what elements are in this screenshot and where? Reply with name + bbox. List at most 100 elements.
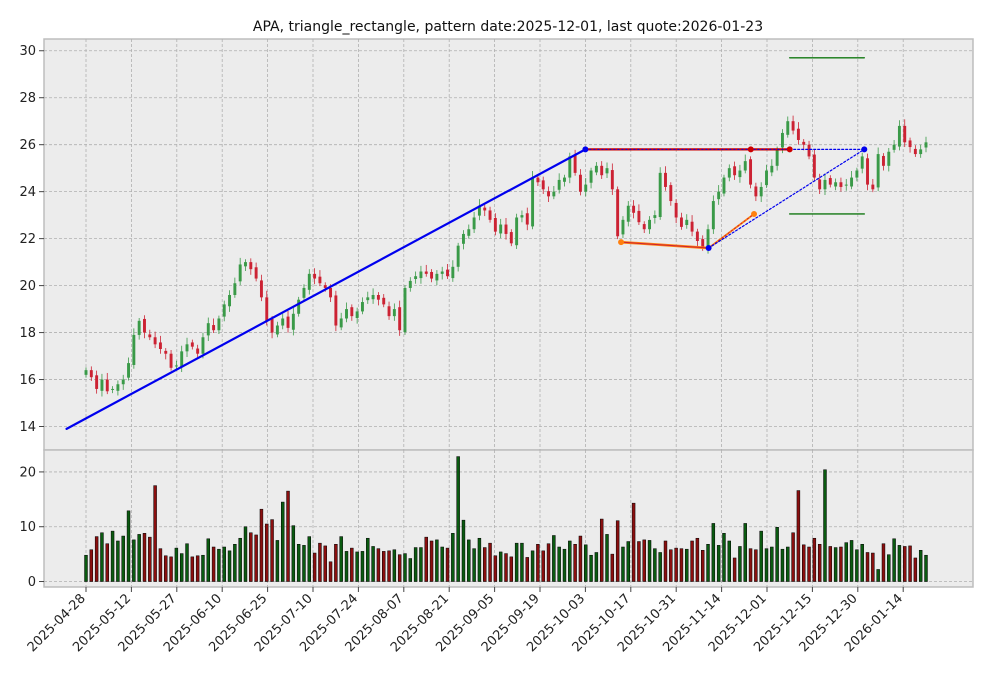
volume-bar <box>839 546 843 582</box>
volume-bar <box>142 533 147 582</box>
volume-bar <box>259 508 264 582</box>
candle-body <box>111 388 115 390</box>
volume-bar <box>770 546 774 582</box>
candle-body <box>286 316 290 328</box>
candle-body <box>158 342 162 350</box>
volume-tick-label: 0 <box>28 575 36 590</box>
candle-body <box>913 148 917 155</box>
candle-body <box>345 309 348 319</box>
volume-bar <box>382 551 386 582</box>
candle-body <box>424 271 428 274</box>
trend-line <box>65 148 587 430</box>
volume-bar <box>743 523 747 582</box>
volume-bar <box>669 549 673 582</box>
candle-body <box>828 178 832 185</box>
candle-body <box>504 224 508 234</box>
x-axis-ticks: 2025-04-282025-05-122025-05-272025-06-10… <box>25 587 906 655</box>
volume-bar <box>275 540 280 582</box>
volume-bar <box>918 550 923 582</box>
candle-body <box>552 191 556 197</box>
candle-body <box>382 297 386 305</box>
candle-body <box>621 219 625 235</box>
volume-bar <box>323 545 327 582</box>
candle-body <box>924 142 928 148</box>
volume-bar <box>658 552 662 582</box>
volume-bar <box>610 553 615 582</box>
candle-body <box>701 239 705 249</box>
candle-body <box>100 379 104 391</box>
candle-body <box>711 201 715 230</box>
candle-body <box>334 295 338 326</box>
price-panel <box>43 38 974 451</box>
volume-bar <box>807 546 811 582</box>
candle-body <box>419 271 423 279</box>
volume-bar <box>132 539 136 582</box>
candle-body <box>483 207 487 211</box>
candle-body <box>355 311 359 319</box>
volume-bar <box>764 548 769 582</box>
volume-bar <box>227 550 232 582</box>
candle-body <box>297 299 301 314</box>
candle-body <box>137 320 141 335</box>
trend-point <box>582 146 589 153</box>
volume-bar <box>185 543 189 582</box>
candle-body <box>632 205 636 213</box>
volume-bar <box>700 550 705 582</box>
volume-bar <box>637 541 641 582</box>
volume-bar <box>903 546 907 582</box>
volume-bar <box>759 530 763 582</box>
volume-bar <box>802 544 806 582</box>
candle-body <box>653 215 657 218</box>
y-tick-label: 14 <box>19 420 36 435</box>
candle-body <box>536 177 540 183</box>
candle-body <box>834 182 838 187</box>
pivot-point <box>705 245 712 252</box>
volume-bar <box>589 554 593 582</box>
volume-bar <box>100 532 104 582</box>
candle-body <box>275 325 279 335</box>
volume-bar <box>371 546 375 582</box>
volume-bar <box>504 553 508 582</box>
volume-bar <box>796 490 801 582</box>
volume-bar <box>483 547 487 582</box>
candle-body <box>398 307 402 331</box>
candle-body <box>531 177 535 227</box>
volume-bar <box>621 546 625 582</box>
y-tick-label: 22 <box>19 232 36 247</box>
volume-bar <box>121 535 125 582</box>
volume-bar <box>195 555 200 582</box>
volume-bar <box>685 548 689 582</box>
candle-body <box>169 353 173 368</box>
volume-bar <box>243 526 248 582</box>
candle-body <box>812 154 816 178</box>
volume-bar <box>849 540 854 582</box>
volume-bar <box>844 542 848 582</box>
candle-body <box>738 170 742 178</box>
volume-bar <box>387 550 391 582</box>
resistance-point <box>747 146 754 153</box>
volume-bar <box>748 548 753 582</box>
volume-bar <box>94 536 99 582</box>
volume-bar <box>493 555 498 582</box>
y-tick-label: 18 <box>19 326 36 341</box>
candle-body <box>244 262 247 267</box>
volume-bar <box>871 552 875 582</box>
volume-bar <box>605 534 609 582</box>
volume-bar <box>541 550 545 582</box>
candle-body <box>754 186 758 197</box>
candle-body <box>222 304 226 317</box>
candle-body <box>727 168 731 178</box>
candle-body <box>270 318 274 333</box>
volume-bar <box>536 544 540 582</box>
candle-body <box>791 121 795 131</box>
volume-bar <box>116 540 120 582</box>
volume-bar <box>312 552 317 582</box>
volume-bar <box>716 545 721 582</box>
candles <box>84 115 928 397</box>
candle-body <box>307 273 311 290</box>
candle-body <box>823 179 827 190</box>
candle-body <box>488 210 492 220</box>
volume-bar <box>860 544 864 582</box>
candle-body <box>589 170 593 183</box>
volume-bar <box>238 537 242 582</box>
